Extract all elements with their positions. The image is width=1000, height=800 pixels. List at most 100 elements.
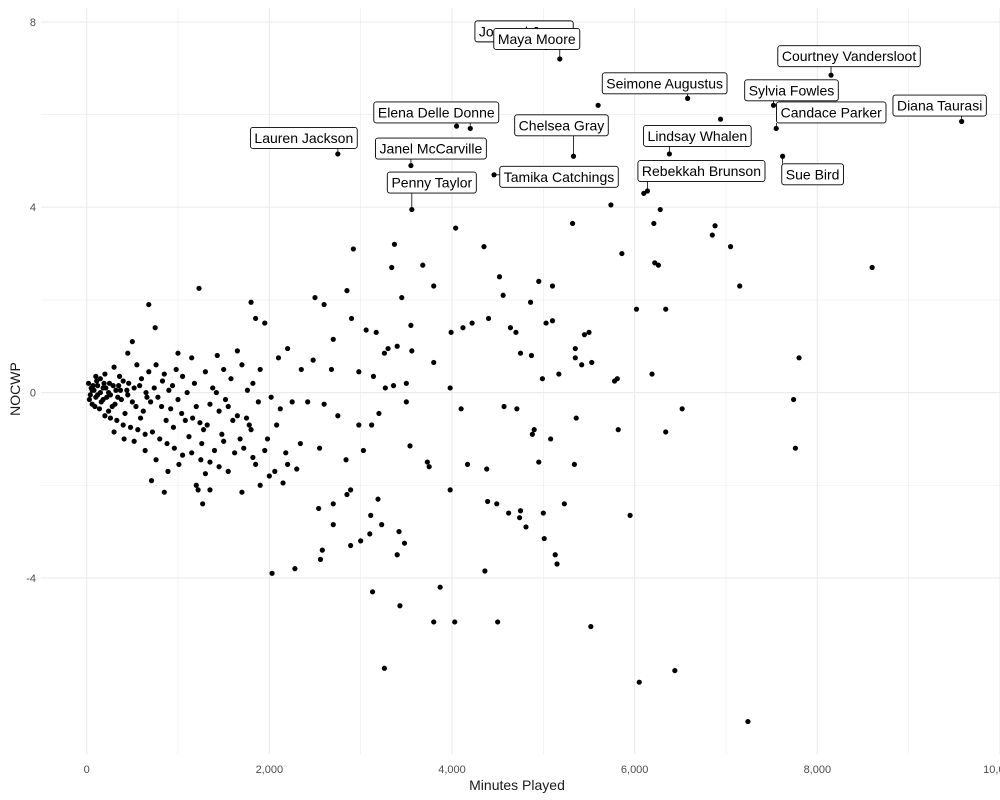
data-point — [447, 487, 453, 493]
data-point — [379, 522, 385, 528]
data-point — [90, 383, 96, 389]
data-point — [94, 378, 100, 384]
data-point — [102, 413, 108, 419]
data-point — [369, 422, 375, 428]
data-point — [113, 387, 119, 393]
data-point — [148, 478, 155, 484]
data-point — [257, 482, 263, 488]
data-point — [107, 415, 114, 421]
data-point — [230, 417, 236, 423]
data-point — [431, 619, 437, 625]
data-point — [294, 466, 300, 472]
data-point — [619, 250, 625, 257]
data-point — [111, 364, 117, 370]
data-point — [790, 396, 797, 403]
data-point — [595, 102, 601, 108]
data-point — [376, 410, 382, 417]
data-point — [571, 461, 577, 468]
data-point — [527, 299, 534, 305]
data-point — [129, 339, 135, 345]
data-point — [158, 403, 165, 410]
data-point — [175, 396, 181, 403]
data-point — [234, 348, 240, 354]
data-point — [589, 359, 595, 366]
data-point — [244, 387, 251, 393]
data-point — [554, 561, 560, 567]
data-point — [151, 385, 157, 391]
data-point — [528, 352, 535, 359]
data-point — [310, 357, 316, 363]
data-point — [143, 389, 149, 396]
data-point — [507, 325, 514, 331]
data-point — [110, 383, 116, 389]
data-point — [495, 619, 501, 625]
data-point — [138, 376, 145, 382]
data-point — [447, 385, 453, 391]
y-axis-title: NOCWP — [7, 362, 23, 416]
data-point — [195, 487, 201, 493]
label-text: Sylvia Fowles — [749, 82, 835, 98]
label-text: Diana Taurasi — [897, 98, 982, 114]
data-point — [394, 343, 400, 349]
data-point — [144, 394, 150, 400]
label-text: Penny Taylor — [391, 175, 472, 191]
data-point — [100, 396, 106, 403]
data-point — [409, 348, 415, 354]
x-tick-label: 4,000 — [438, 764, 466, 776]
data-point — [494, 501, 500, 507]
data-point — [363, 327, 369, 333]
label-text: Maya Moore — [498, 31, 576, 47]
data-point — [127, 424, 134, 430]
data-point — [122, 410, 128, 417]
data-point — [255, 399, 261, 405]
label-box — [892, 94, 987, 117]
data-point — [500, 292, 506, 298]
data-point — [266, 473, 272, 479]
data-point — [330, 522, 336, 528]
data-point — [496, 274, 503, 280]
point-label: Lindsay Whalen — [643, 125, 752, 154]
x-tick-label: 2,000 — [256, 764, 284, 776]
data-point — [155, 394, 161, 400]
data-point — [207, 401, 213, 407]
data-point — [709, 232, 715, 238]
data-point — [289, 399, 295, 405]
label-text: Candace Parker — [781, 104, 883, 120]
data-point — [134, 362, 140, 368]
data-point — [513, 329, 519, 335]
data-point — [176, 461, 182, 468]
data-point — [225, 403, 231, 410]
data-point — [367, 531, 373, 537]
data-point — [234, 413, 240, 419]
data-point — [529, 431, 535, 437]
data-point — [672, 667, 678, 674]
data-point — [202, 471, 208, 477]
data-point — [121, 436, 127, 442]
point-label: Tamika Catchings — [494, 165, 619, 188]
data-point — [116, 383, 122, 389]
data-point — [157, 436, 163, 442]
x-tick-label: 0 — [84, 764, 90, 776]
data-point — [184, 389, 190, 396]
data-point — [453, 123, 460, 129]
point-label: Elena Delle Donne — [373, 101, 500, 129]
data-point — [572, 345, 578, 352]
y-tick-label: 0 — [30, 388, 36, 400]
data-point — [356, 369, 362, 375]
label-box — [499, 165, 619, 188]
data-point — [86, 396, 93, 403]
data-point — [375, 496, 381, 502]
data-point — [216, 408, 222, 414]
data-point — [169, 383, 176, 389]
label-box — [777, 45, 921, 68]
data-point — [464, 461, 471, 468]
data-point — [431, 283, 437, 289]
data-points — [85, 44, 965, 725]
data-point — [556, 371, 562, 377]
data-point — [125, 392, 131, 398]
data-point — [241, 445, 247, 451]
data-point — [586, 329, 592, 335]
label-box — [249, 127, 358, 149]
point-label: Lauren Jackson — [249, 127, 358, 154]
data-point — [344, 288, 350, 294]
